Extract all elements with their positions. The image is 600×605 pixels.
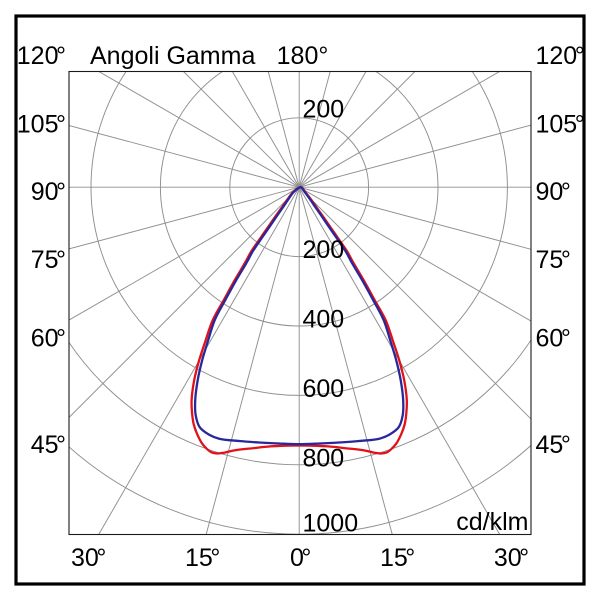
ring-value-label: 1000 xyxy=(303,510,359,538)
gamma-label-bottom: 0° xyxy=(290,544,311,572)
gamma-label-right: 90° xyxy=(536,178,571,206)
ring-value-label: 200 xyxy=(303,95,345,123)
polar-ray xyxy=(299,186,531,250)
polar-ring xyxy=(229,117,370,258)
polar-ray xyxy=(69,186,300,321)
polar-ray xyxy=(298,186,531,322)
polar-ray xyxy=(298,71,416,188)
gamma-label-left: 60° xyxy=(31,324,66,352)
polar-ray xyxy=(298,187,393,535)
ring-value-label: 800 xyxy=(303,444,345,472)
polar-ray xyxy=(299,124,531,188)
gamma-label-bottom: 15° xyxy=(380,544,415,572)
polar-ring xyxy=(90,71,508,396)
gamma-label-left: 45° xyxy=(31,431,66,459)
polar-ray xyxy=(298,71,501,188)
polar-ring xyxy=(69,338,531,466)
polar-ray xyxy=(231,71,300,188)
gamma-label-bottom: 30° xyxy=(71,544,106,572)
gamma-label-right: 105° xyxy=(536,110,585,138)
gamma-label-right: 75° xyxy=(536,246,571,274)
polar-ray xyxy=(69,186,300,419)
polar-ray xyxy=(182,71,300,188)
gamma-label-right: 45° xyxy=(536,431,571,459)
curves xyxy=(190,186,409,455)
outer-border xyxy=(14,14,586,586)
polar-ray xyxy=(69,186,300,250)
intensity-curve-blue xyxy=(193,186,405,446)
gamma-label-left: 90° xyxy=(31,178,66,206)
gamma-label-left: 105° xyxy=(17,110,66,138)
polar-ray xyxy=(298,186,501,535)
gamma-label-right: 60° xyxy=(536,324,571,352)
labels: Angoli Gamma 180° 120° 105° 90° 75° 60° 45° 120°… xyxy=(17,42,585,572)
gamma-label-bottom: 30° xyxy=(494,544,529,572)
unit-label: cd/klm xyxy=(456,508,528,536)
polar-ray xyxy=(69,125,300,188)
gamma-label-top: 180° xyxy=(277,42,329,70)
plot-border xyxy=(68,70,532,536)
polar-ray xyxy=(267,71,300,188)
polar-ray xyxy=(298,71,367,188)
polar-ray xyxy=(298,71,331,188)
gamma-label-left: 75° xyxy=(31,246,66,274)
polar-ray xyxy=(205,187,300,535)
intensity-curve-red xyxy=(190,186,409,455)
ring-value-label: 400 xyxy=(303,306,345,334)
ring-value-label: 200 xyxy=(303,236,345,264)
gamma-label-left: 120° xyxy=(17,42,66,70)
polar-ray xyxy=(98,186,300,535)
polar-ring xyxy=(159,71,439,327)
polar-ray xyxy=(298,186,531,420)
gamma-label-right: 120° xyxy=(536,42,585,70)
gamma-label-bottom: 15° xyxy=(185,544,220,572)
ring-value-label: 600 xyxy=(303,375,345,403)
polar-ray xyxy=(97,71,300,188)
chart-title: Angoli Gamma xyxy=(90,42,255,70)
